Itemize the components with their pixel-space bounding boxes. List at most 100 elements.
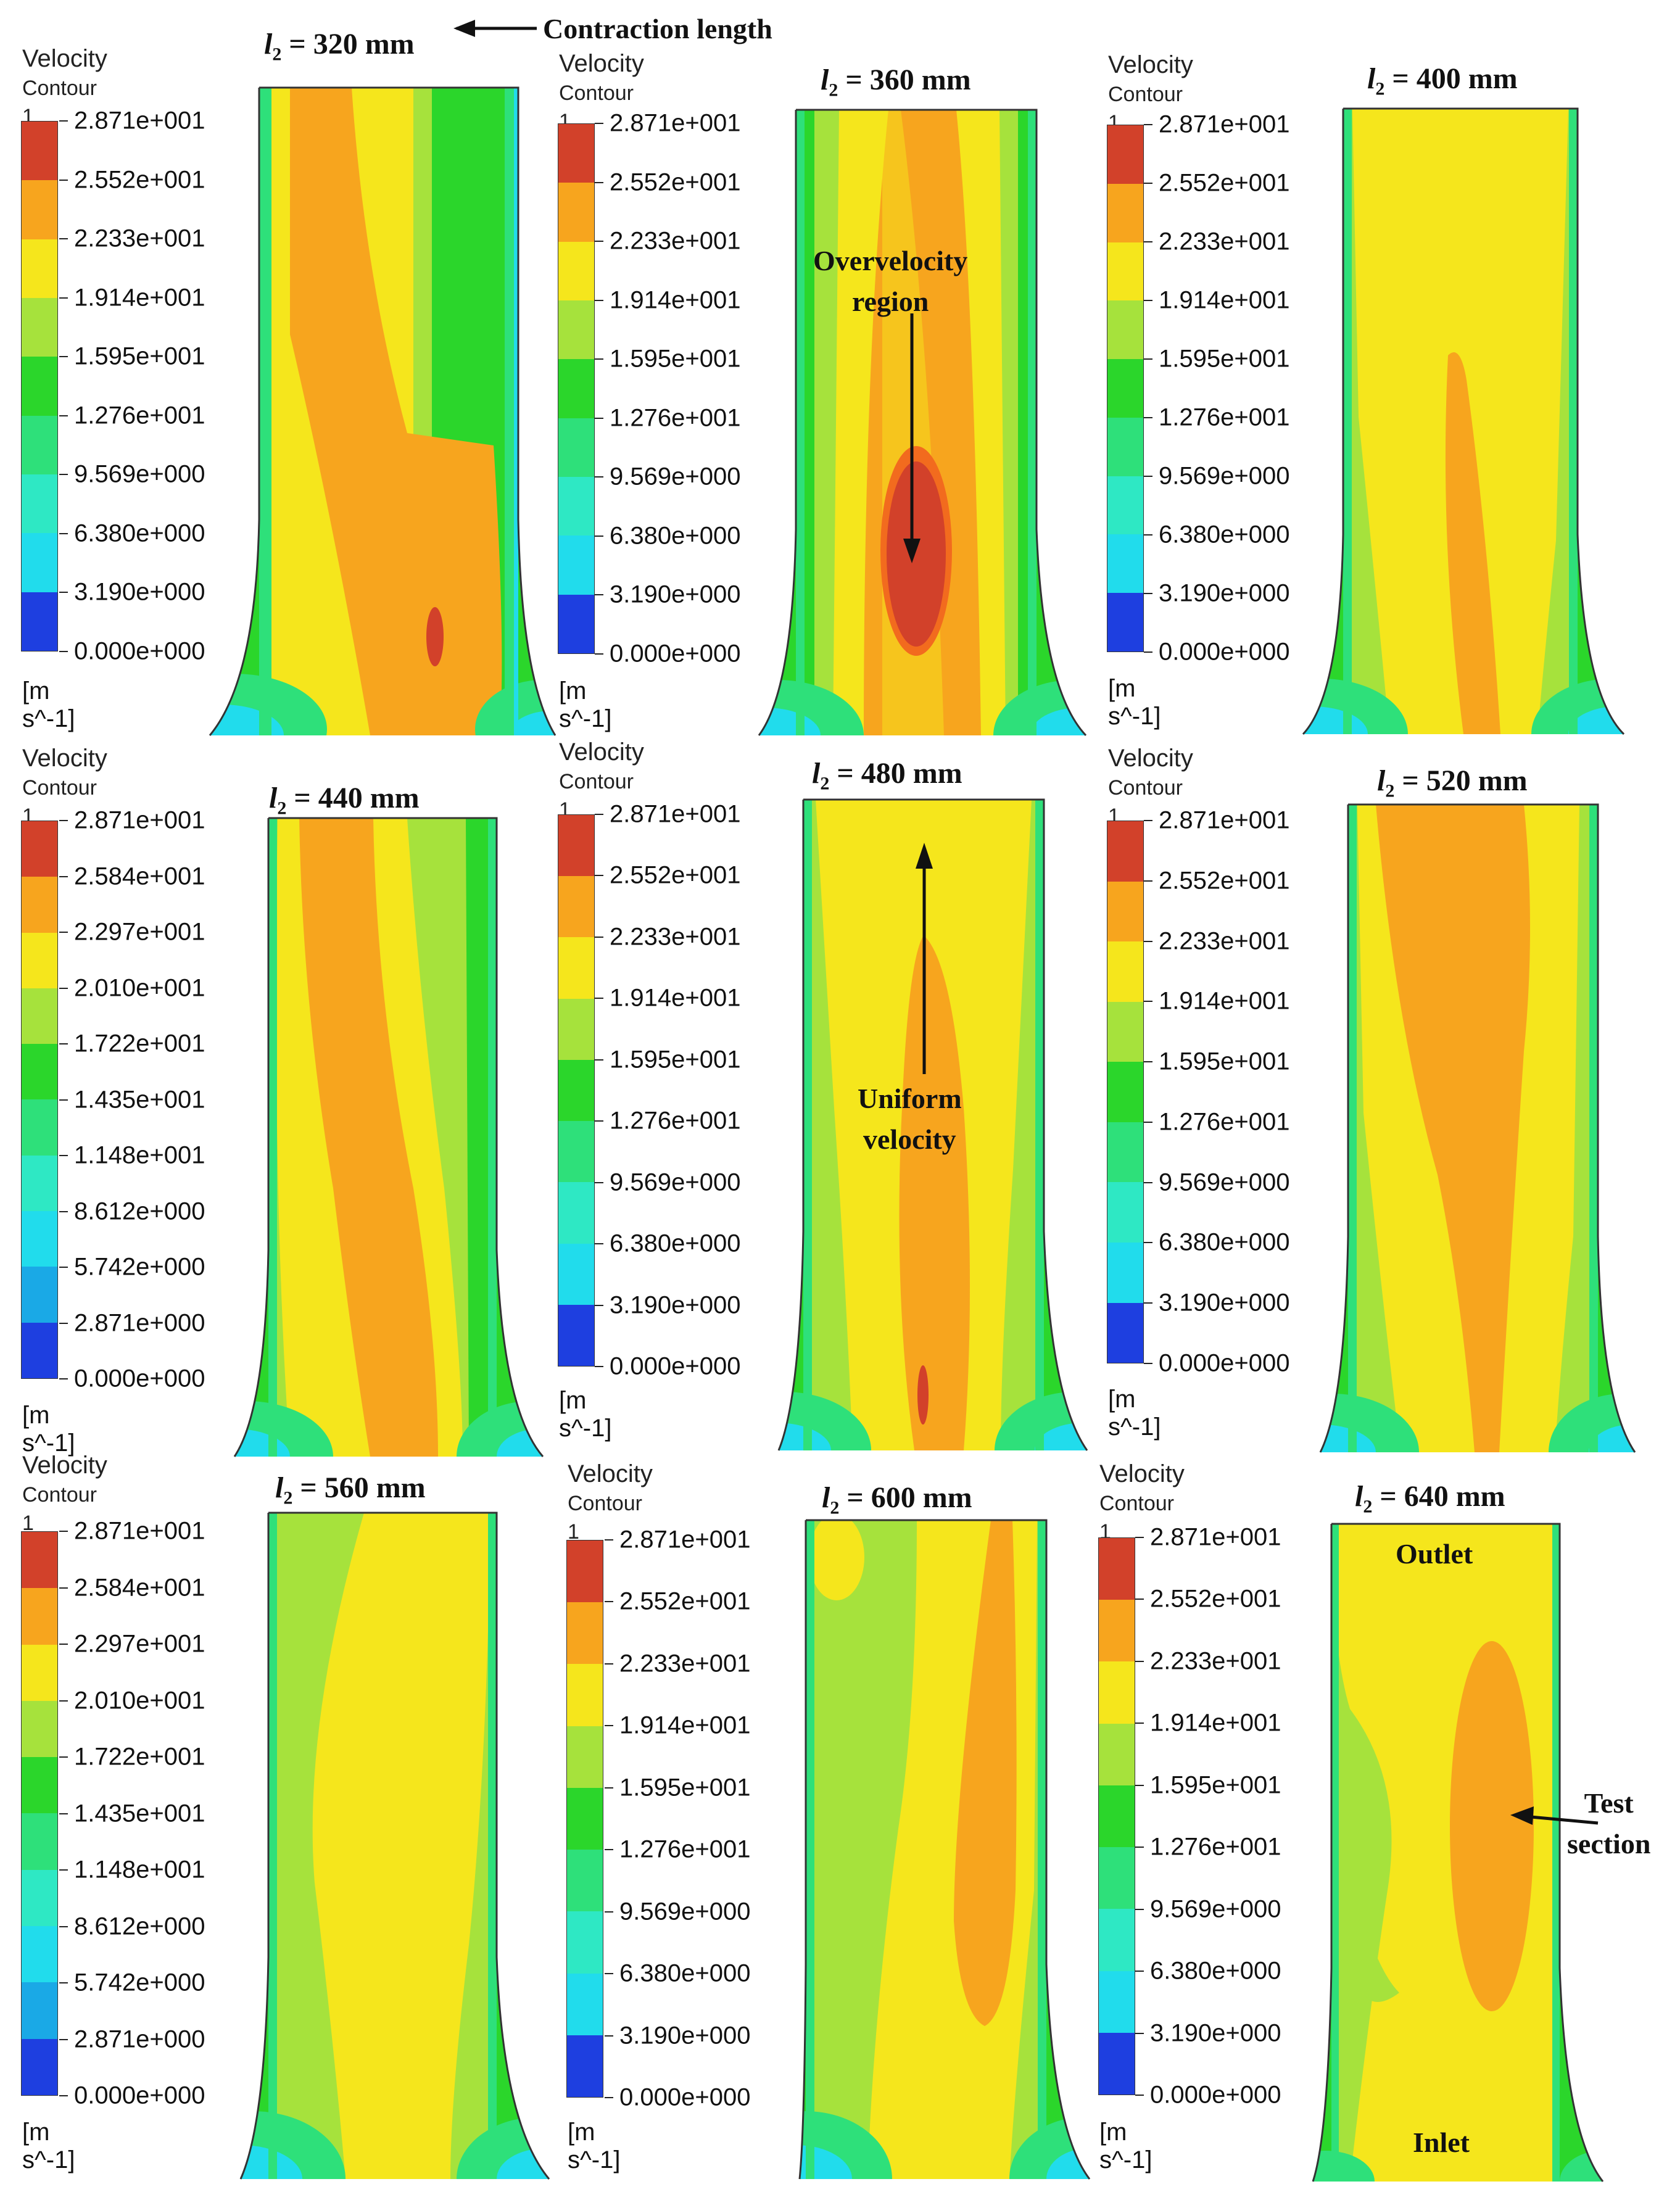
scale-tick-label: 2.233e+001 [610, 923, 741, 951]
scale-tick-mark [605, 1601, 613, 1603]
scale-tick-label: 5.742e+000 [74, 1969, 205, 1996]
scale-tick-mark [595, 476, 603, 478]
scale-tick-label: 1.276e+001 [1150, 1833, 1281, 1861]
color-swatch [22, 1099, 57, 1156]
scale-tick-label: 2.233e+001 [74, 225, 205, 252]
scale-tick-mark [59, 1700, 68, 1702]
scale-tick-mark [595, 241, 603, 242]
scale-tick-mark [1144, 241, 1152, 242]
scale-tick-mark [605, 1787, 613, 1789]
scale-tick-mark [1144, 183, 1152, 184]
scale-tick-mark [605, 1539, 613, 1541]
scale-tick-mark [59, 415, 68, 416]
color-swatch [22, 821, 57, 877]
color-swatch [22, 415, 57, 474]
panel-title: l2 = 320 mm [264, 28, 415, 65]
panel-title: l2 = 600 mm [822, 1481, 972, 1518]
scale-tick-mark [59, 1267, 68, 1268]
color-swatch [567, 1602, 603, 1665]
color-swatch [1107, 593, 1143, 652]
scale-tick-mark [595, 535, 603, 537]
scale-tick-mark [1135, 1660, 1144, 1662]
scale-tick-label: 6.380e+000 [610, 522, 741, 550]
scale-tick-label: 2.871e+001 [74, 1517, 205, 1545]
color-swatch [22, 988, 57, 1044]
scale-tick-mark [595, 594, 603, 596]
color-swatch [558, 876, 594, 938]
color-swatch [22, 877, 57, 933]
color-swatch [22, 1757, 57, 1814]
scale-tick-mark [595, 1120, 603, 1122]
annotation-outlet: Outlet [1396, 1538, 1473, 1570]
color-swatch [22, 1700, 57, 1758]
unit-label: [m s^-1] [22, 2119, 75, 2173]
scale-tick-label: 1.276e+001 [610, 404, 741, 432]
velocity-contour-640 [1312, 1523, 1604, 2182]
color-swatch [567, 1541, 603, 1603]
scale-tick-mark [59, 1587, 68, 1589]
color-swatch [1107, 242, 1143, 301]
scale-tick-mark [595, 123, 603, 124]
scale-tick-mark [605, 1725, 613, 1727]
scale-tick-label: 3.190e+000 [1159, 579, 1290, 607]
color-swatch [1099, 1723, 1135, 1785]
scale-tick-label: 2.233e+001 [1150, 1647, 1281, 1675]
unit-label: [m s^-1] [559, 1387, 612, 1442]
scale-tick-label: 9.569e+000 [619, 1898, 751, 1925]
scale-tick-label: 1.722e+001 [74, 1030, 205, 1057]
scale-tick-label: 0.000e+000 [1150, 2081, 1281, 2109]
scale-tick-label: 3.190e+000 [74, 578, 205, 606]
velocity-contour-440 [233, 817, 544, 1457]
scale-tick-label: 1.914e+001 [1150, 1709, 1281, 1737]
scale-tick-mark [595, 875, 603, 877]
scale-tick-label: 2.871e+001 [610, 800, 741, 828]
annotation-test-section: Test section [1567, 1787, 1651, 1859]
color-scale [21, 1531, 58, 2096]
color-swatch [22, 1155, 57, 1212]
color-swatch [22, 1322, 57, 1378]
color-swatch [558, 1243, 594, 1305]
scale-tick-label: 1.148e+001 [74, 1141, 205, 1169]
scale-tick-label: 2.233e+001 [619, 1650, 751, 1677]
velocity-contour-560 [239, 1512, 550, 2180]
color-swatch [1107, 1182, 1143, 1243]
scale-tick-label: 2.010e+001 [74, 1687, 205, 1714]
scale-tick-mark [1144, 1363, 1152, 1364]
scale-tick-label: 2.871e+001 [1150, 1523, 1281, 1551]
scale-tick-label: 1.914e+001 [610, 984, 741, 1012]
scale-tick-label: 3.190e+000 [1150, 2019, 1281, 2047]
scale-tick-label: 2.871e+000 [74, 1309, 205, 1336]
scale-tick-mark [59, 1925, 68, 1927]
scale-tick-mark [1144, 880, 1152, 882]
scale-tick-mark [1135, 2095, 1144, 2096]
scale-tick-mark [1144, 124, 1152, 125]
scale-tick-mark [59, 1210, 68, 1212]
scale-tick-label: 0.000e+000 [74, 1365, 205, 1392]
color-swatch [558, 594, 594, 653]
scale-tick-mark [1144, 476, 1152, 477]
scale-tick-mark [59, 1378, 68, 1379]
color-swatch [22, 122, 57, 181]
scale-tick-mark [605, 1663, 613, 1665]
scale-tick-label: 0.000e+000 [610, 640, 741, 668]
legend-title: Velocity Contour 1 [22, 45, 107, 128]
unit-label: [m s^-1] [22, 1402, 75, 1457]
scale-tick-label: 2.552e+001 [1150, 1585, 1281, 1613]
color-swatch [1107, 300, 1143, 360]
scale-tick-mark [1144, 417, 1152, 418]
color-swatch [558, 359, 594, 418]
color-swatch [22, 239, 57, 298]
scale-tick-label: 6.380e+000 [1159, 1228, 1290, 1256]
scale-tick-label: 9.569e+000 [610, 1168, 741, 1196]
scale-tick-mark [59, 356, 68, 358]
color-swatch [1107, 1122, 1143, 1183]
scale-tick-label: 2.584e+001 [74, 1574, 205, 1601]
color-swatch [558, 998, 594, 1060]
scale-tick-mark [1144, 300, 1152, 301]
scale-tick-label: 6.380e+000 [1159, 521, 1290, 548]
scale-tick-mark [1144, 1061, 1152, 1063]
panel-title: l2 = 440 mm [269, 782, 420, 819]
scale-tick-label: 1.595e+001 [74, 342, 205, 370]
scale-tick-label: 1.595e+001 [1159, 1048, 1290, 1075]
scale-tick-label: 2.871e+000 [74, 2025, 205, 2053]
